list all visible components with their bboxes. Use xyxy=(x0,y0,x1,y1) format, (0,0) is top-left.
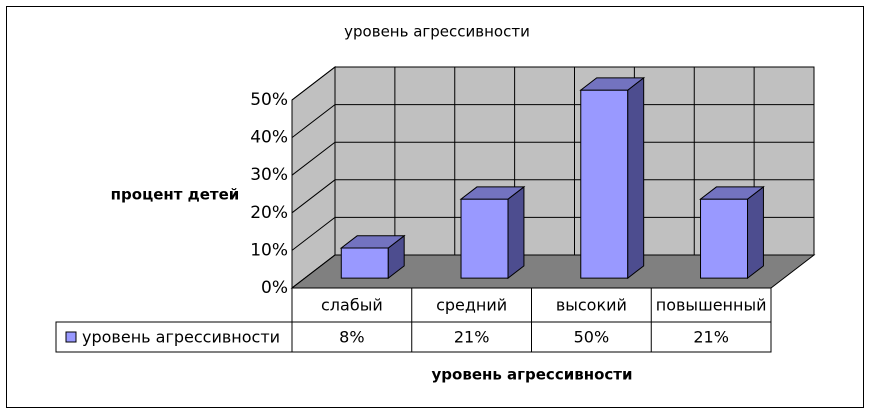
bar-front xyxy=(700,198,749,279)
legend-label: уровень агрессивности xyxy=(82,328,280,347)
bar xyxy=(459,185,526,280)
x-axis-label: уровень агрессивности xyxy=(432,366,633,384)
bar xyxy=(579,76,646,280)
bar-front xyxy=(340,247,389,279)
bar-side xyxy=(507,185,525,280)
y-tick-label: 0% xyxy=(261,278,288,298)
y-tick-label: 20% xyxy=(250,203,288,223)
bar xyxy=(339,234,406,280)
grid-line xyxy=(291,104,814,138)
grid-line xyxy=(291,179,814,214)
bar-top xyxy=(699,186,765,200)
bar-top xyxy=(339,235,406,249)
data-label: 8% xyxy=(339,328,364,347)
bar-side xyxy=(627,76,645,280)
chart-title: уровень агрессивности xyxy=(344,23,530,41)
bar-top xyxy=(459,186,526,200)
table-cell xyxy=(55,321,772,353)
bar-front xyxy=(460,198,509,279)
bar-top xyxy=(579,77,646,91)
grid-line xyxy=(291,254,814,289)
data-label: 21% xyxy=(454,328,490,347)
grid-line xyxy=(291,141,814,176)
x-tick-label: средний xyxy=(436,296,507,315)
y-tick-label: 30% xyxy=(250,165,288,185)
x-tick-label: слабый xyxy=(321,296,383,315)
bar xyxy=(699,185,765,280)
x-tick-label: повышенный xyxy=(656,296,767,315)
x-tick-label: высокий xyxy=(556,296,627,315)
data-label: 50% xyxy=(574,328,610,347)
y-axis-label: процент детей xyxy=(111,186,240,204)
y-tick-label: 10% xyxy=(250,240,288,260)
data-label: 21% xyxy=(693,328,729,347)
legend-swatch xyxy=(65,331,77,343)
y-tick-label: 40% xyxy=(250,128,288,148)
bar-front xyxy=(580,89,629,279)
y-tick-label: 50% xyxy=(250,90,288,110)
bar-side xyxy=(747,185,764,280)
grid-line xyxy=(291,66,814,101)
side-wall xyxy=(291,65,336,290)
grid-line xyxy=(291,216,814,251)
